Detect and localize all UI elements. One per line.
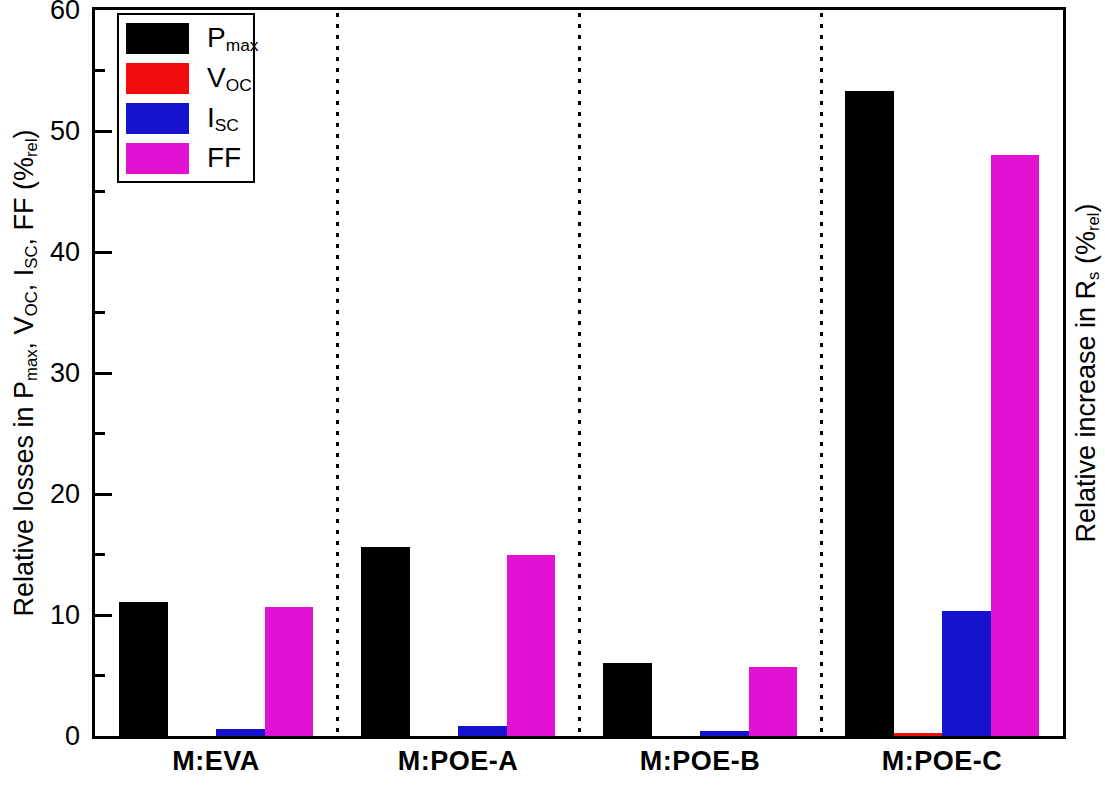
y-tick-label-60: 60 xyxy=(20,0,80,24)
y-axis-minor-tick xyxy=(95,553,105,556)
bar-ff-m-poe-b xyxy=(749,667,798,736)
label-subscript: s xyxy=(1083,272,1102,280)
y-axis-major-tick xyxy=(95,372,112,375)
label-text: FF xyxy=(207,142,241,173)
y-tick-label-50: 50 xyxy=(20,117,80,145)
legend-item-ff: FF xyxy=(126,143,253,174)
label-text: , FF (% xyxy=(9,157,39,246)
bar-pmax-m-poe-c xyxy=(845,91,894,736)
group-separator xyxy=(578,13,581,733)
legend-label-isc: ISC xyxy=(207,104,239,132)
label-subscript: OC xyxy=(21,291,40,316)
x-tick-label-m-eva: M:EVA xyxy=(95,746,337,777)
y-axis-minor-tick xyxy=(95,190,105,193)
bar-pmax-m-poe-a xyxy=(361,547,410,736)
legend-swatch-voc xyxy=(126,63,189,94)
chart-figure: Relative losses in Pmax, VOC, ISC, FF (%… xyxy=(0,0,1105,786)
label-text: P xyxy=(207,22,226,53)
legend-swatch-pmax xyxy=(126,23,189,54)
x-tick-label-m-poe-b: M:POE-B xyxy=(579,746,821,777)
legend-item-voc: VOC xyxy=(126,63,253,94)
bar-pmax-m-eva xyxy=(119,602,168,736)
legend-label-ff: FF xyxy=(207,144,241,172)
bar-ff-m-poe-c xyxy=(991,155,1040,736)
legend-swatch-isc xyxy=(126,103,189,134)
legend-label-voc: VOC xyxy=(207,64,252,92)
bar-ff-m-eva xyxy=(265,607,314,736)
label-subscript: max xyxy=(226,35,259,55)
x-tick-label-m-poe-a: M:POE-A xyxy=(337,746,579,777)
label-text: , V xyxy=(9,316,39,349)
legend-label-pmax: Pmax xyxy=(207,24,258,52)
label-subscript: OC xyxy=(226,75,252,95)
label-subscript: rel xyxy=(1083,212,1102,231)
y-axis-major-tick xyxy=(95,493,112,496)
y-tick-label-20: 20 xyxy=(20,480,80,508)
y-axis-minor-tick xyxy=(95,311,105,314)
legend-swatch-ff xyxy=(126,143,189,174)
label-text: ) xyxy=(1071,203,1101,212)
bar-isc-m-eva xyxy=(216,729,265,736)
bar-isc-m-poe-c xyxy=(942,611,991,736)
label-text: I xyxy=(207,102,215,133)
label-text: , I xyxy=(9,269,39,292)
legend-item-pmax: Pmax xyxy=(126,23,253,54)
y-axis-minor-tick xyxy=(95,69,105,72)
legend: Pmax VOC ISC FF xyxy=(117,13,255,183)
label-subscript: SC xyxy=(215,115,239,135)
right-y-axis-label: Relative increase in Rs (%rel) xyxy=(1071,203,1102,542)
legend-item-isc: ISC xyxy=(126,103,253,134)
bar-ff-m-poe-a xyxy=(507,555,556,737)
y-axis-minor-tick xyxy=(95,674,105,677)
group-separator xyxy=(820,13,823,733)
bar-isc-m-poe-b xyxy=(700,731,749,736)
y-axis-minor-tick xyxy=(95,432,105,435)
label-text: (% xyxy=(1071,231,1101,272)
x-tick-label-m-poe-c: M:POE-C xyxy=(821,746,1063,777)
y-axis-major-tick xyxy=(95,614,112,617)
y-tick-label-40: 40 xyxy=(20,238,80,266)
y-tick-label-30: 30 xyxy=(20,359,80,387)
y-tick-label-10: 10 xyxy=(20,601,80,629)
bar-voc-m-poe-c xyxy=(894,733,943,736)
y-tick-label-0: 0 xyxy=(20,722,80,750)
label-text: V xyxy=(207,62,226,93)
y-axis-major-tick xyxy=(95,251,112,254)
group-separator xyxy=(336,13,339,733)
bar-pmax-m-poe-b xyxy=(603,663,652,736)
bar-isc-m-poe-a xyxy=(458,726,507,736)
y-axis-major-tick xyxy=(95,130,112,133)
label-text: Relative increase in R xyxy=(1071,280,1101,543)
